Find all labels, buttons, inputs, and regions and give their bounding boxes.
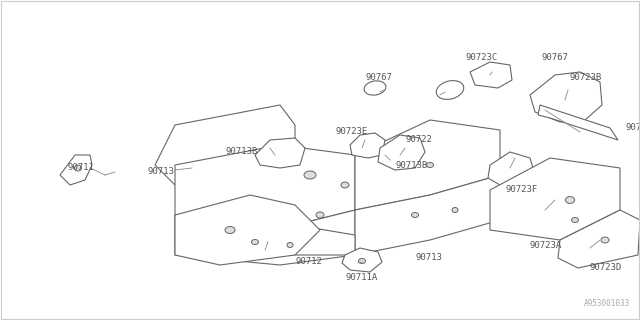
Polygon shape bbox=[255, 225, 355, 255]
Text: 90767: 90767 bbox=[625, 124, 640, 132]
Ellipse shape bbox=[341, 182, 349, 188]
Ellipse shape bbox=[436, 81, 464, 100]
Ellipse shape bbox=[426, 163, 433, 167]
Polygon shape bbox=[490, 158, 620, 240]
Text: 90767: 90767 bbox=[365, 74, 392, 83]
Ellipse shape bbox=[304, 171, 316, 179]
Ellipse shape bbox=[287, 243, 293, 247]
Polygon shape bbox=[342, 248, 382, 272]
Polygon shape bbox=[538, 105, 618, 140]
Polygon shape bbox=[255, 138, 305, 168]
Polygon shape bbox=[530, 72, 602, 122]
Ellipse shape bbox=[572, 218, 579, 222]
Text: 90723C: 90723C bbox=[465, 52, 497, 61]
Ellipse shape bbox=[601, 237, 609, 243]
Text: 90713B: 90713B bbox=[395, 161, 428, 170]
Text: 90723B: 90723B bbox=[570, 74, 602, 83]
Polygon shape bbox=[558, 210, 640, 268]
Ellipse shape bbox=[364, 81, 386, 95]
Text: 90713: 90713 bbox=[148, 167, 175, 177]
Text: 90713B: 90713B bbox=[225, 148, 257, 156]
Text: 90723D: 90723D bbox=[590, 263, 622, 273]
Ellipse shape bbox=[452, 207, 458, 212]
Polygon shape bbox=[175, 145, 355, 225]
Ellipse shape bbox=[358, 259, 365, 263]
Text: 90711A: 90711A bbox=[345, 274, 377, 283]
Polygon shape bbox=[175, 195, 320, 265]
Ellipse shape bbox=[316, 212, 324, 218]
Ellipse shape bbox=[74, 165, 81, 171]
Ellipse shape bbox=[225, 227, 235, 234]
Polygon shape bbox=[488, 152, 535, 188]
Polygon shape bbox=[355, 120, 500, 210]
Text: 90712: 90712 bbox=[295, 258, 322, 267]
Ellipse shape bbox=[252, 239, 259, 244]
Polygon shape bbox=[470, 62, 512, 88]
Polygon shape bbox=[155, 105, 295, 185]
Polygon shape bbox=[60, 155, 92, 185]
Polygon shape bbox=[175, 210, 355, 265]
Text: 90711: 90711 bbox=[68, 164, 95, 172]
Polygon shape bbox=[355, 175, 500, 255]
Polygon shape bbox=[350, 133, 385, 158]
Text: 90723A: 90723A bbox=[530, 241, 563, 250]
Text: 90723E: 90723E bbox=[335, 127, 367, 137]
Text: 90722: 90722 bbox=[405, 135, 432, 145]
Ellipse shape bbox=[566, 196, 575, 204]
Text: A953001033: A953001033 bbox=[584, 299, 630, 308]
Ellipse shape bbox=[412, 212, 419, 218]
Text: 90767: 90767 bbox=[542, 53, 569, 62]
Text: 90713: 90713 bbox=[415, 253, 442, 262]
Polygon shape bbox=[378, 135, 425, 170]
Text: 90723F: 90723F bbox=[505, 186, 537, 195]
